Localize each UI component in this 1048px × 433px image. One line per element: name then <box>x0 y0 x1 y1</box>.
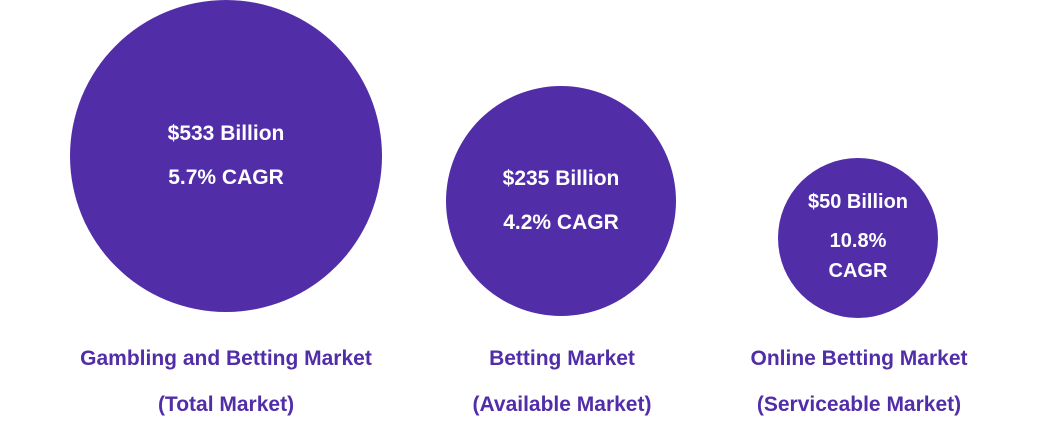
market-name: Betting Market <box>489 347 635 370</box>
market-serviceable: $50 Billion 10.8% CAGR Online Betting Ma… <box>728 0 990 433</box>
market-scope: (Available Market) <box>472 393 652 416</box>
bubble-cagr: 5.7% CAGR <box>168 166 284 189</box>
bubble-value: $235 Billion <box>502 167 620 190</box>
bubble-cagr: 10.8% CAGR <box>828 229 888 282</box>
market-name: Online Betting Market <box>750 347 968 370</box>
bubble-cagr: 4.2% CAGR <box>503 211 619 234</box>
market-scope: (Total Market) <box>157 393 295 416</box>
bubble-available-market: $235 Billion 4.2% CAGR <box>446 86 676 316</box>
market-total: $533 Billion 5.7% CAGR Gambling and Bett… <box>68 0 384 433</box>
bubble-value: $533 Billion <box>167 122 285 145</box>
bubble-value: $50 Billion <box>807 190 909 213</box>
bubble-total-market: $533 Billion 5.7% CAGR <box>70 0 382 312</box>
bubble-serviceable-market: $50 Billion 10.8% CAGR <box>778 158 938 318</box>
market-name: Gambling and Betting Market <box>80 347 372 370</box>
market-scope: (Serviceable Market) <box>756 393 962 416</box>
market-available: $235 Billion 4.2% CAGR Betting Market (A… <box>446 0 678 433</box>
